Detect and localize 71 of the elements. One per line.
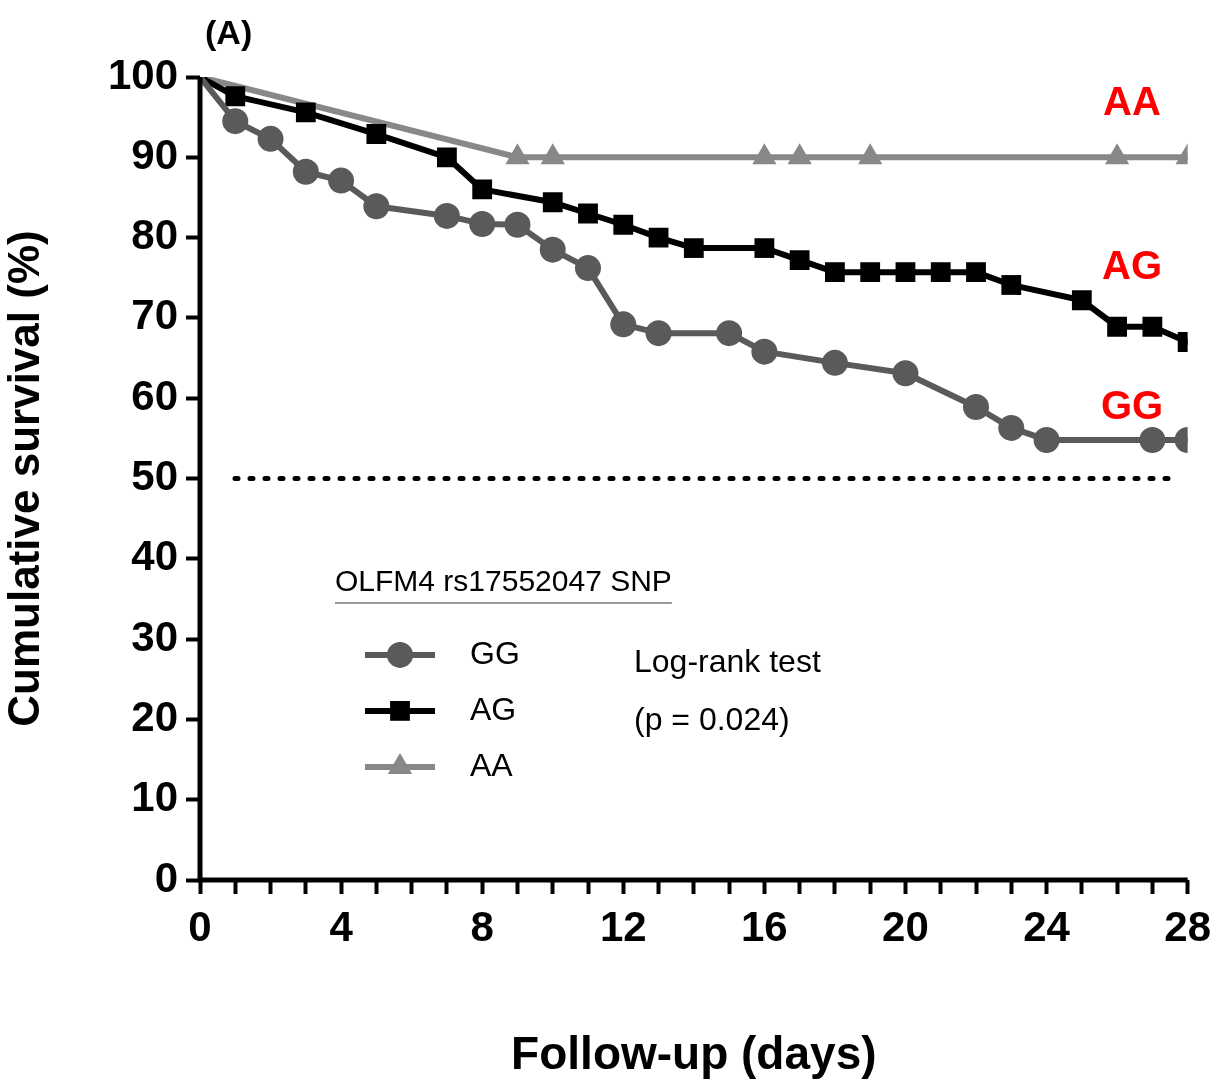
point bbox=[963, 394, 989, 421]
x-tick-label: 16 bbox=[741, 902, 788, 950]
point bbox=[860, 262, 881, 283]
x-tick-label: 4 bbox=[329, 902, 354, 950]
point bbox=[648, 227, 669, 248]
point bbox=[542, 192, 563, 213]
annotation: GG bbox=[1100, 383, 1164, 428]
y-tick-label: 90 bbox=[131, 130, 178, 178]
point bbox=[257, 125, 284, 152]
point bbox=[1107, 316, 1127, 337]
point bbox=[610, 311, 637, 338]
x-axis-title: Follow-up (days) bbox=[511, 1027, 877, 1080]
x-tick-label: 20 bbox=[882, 902, 929, 950]
point bbox=[1139, 426, 1166, 453]
point bbox=[469, 210, 496, 237]
point bbox=[222, 108, 249, 135]
y-tick-label: 60 bbox=[131, 371, 178, 419]
point bbox=[504, 211, 531, 238]
point bbox=[613, 214, 634, 235]
point bbox=[292, 158, 319, 185]
point bbox=[998, 414, 1025, 441]
x-tick-label: 0 bbox=[188, 902, 212, 950]
legend-label: AG bbox=[470, 690, 517, 727]
point bbox=[366, 124, 387, 144]
point bbox=[716, 320, 743, 347]
text: (A) bbox=[205, 13, 253, 52]
point bbox=[433, 202, 460, 229]
point bbox=[966, 262, 986, 283]
annotation: AG bbox=[1102, 243, 1162, 288]
y-tick-label: 40 bbox=[131, 532, 178, 580]
x-tick-label: 8 bbox=[470, 902, 494, 950]
point bbox=[539, 236, 566, 263]
annotation: Log-rank test (p = 0.024) bbox=[634, 643, 821, 738]
y-tick-label: 10 bbox=[131, 773, 178, 821]
point bbox=[895, 262, 916, 283]
y-tick-label: 30 bbox=[131, 612, 178, 660]
point bbox=[1033, 426, 1060, 453]
point bbox=[825, 262, 845, 283]
legend-label: AA bbox=[470, 746, 514, 783]
y-axis-title: Cumulative survival (%) bbox=[0, 230, 48, 727]
point bbox=[472, 179, 493, 200]
x-tick-label: 24 bbox=[1023, 902, 1071, 950]
point bbox=[437, 147, 457, 168]
point bbox=[363, 193, 390, 220]
point bbox=[1071, 290, 1092, 311]
y-tick-label: 50 bbox=[131, 452, 178, 500]
point bbox=[575, 255, 601, 282]
point bbox=[328, 167, 355, 194]
y-tick-label: 80 bbox=[131, 211, 178, 259]
point bbox=[754, 238, 775, 258]
point bbox=[789, 250, 810, 270]
point bbox=[930, 262, 951, 283]
y-tick-label: 70 bbox=[131, 291, 178, 339]
x-tick-label: 12 bbox=[599, 902, 647, 950]
point bbox=[225, 86, 246, 107]
point bbox=[1001, 275, 1022, 295]
y-tick-label: 0 bbox=[154, 853, 178, 901]
point bbox=[751, 338, 778, 365]
point bbox=[683, 238, 704, 258]
point bbox=[645, 320, 672, 347]
y-tick-label: 100 bbox=[107, 50, 178, 98]
legend-title: OLFM4 rs17552047 SNP bbox=[335, 564, 672, 598]
legend-label: GG bbox=[470, 634, 520, 671]
point bbox=[295, 102, 316, 123]
x-tick-label: 28 bbox=[1164, 902, 1211, 950]
annotation: AA bbox=[1103, 79, 1161, 124]
y-tick-label: 20 bbox=[131, 692, 178, 740]
point bbox=[1142, 316, 1163, 337]
point bbox=[892, 360, 919, 387]
point bbox=[821, 349, 848, 376]
point bbox=[578, 203, 598, 224]
